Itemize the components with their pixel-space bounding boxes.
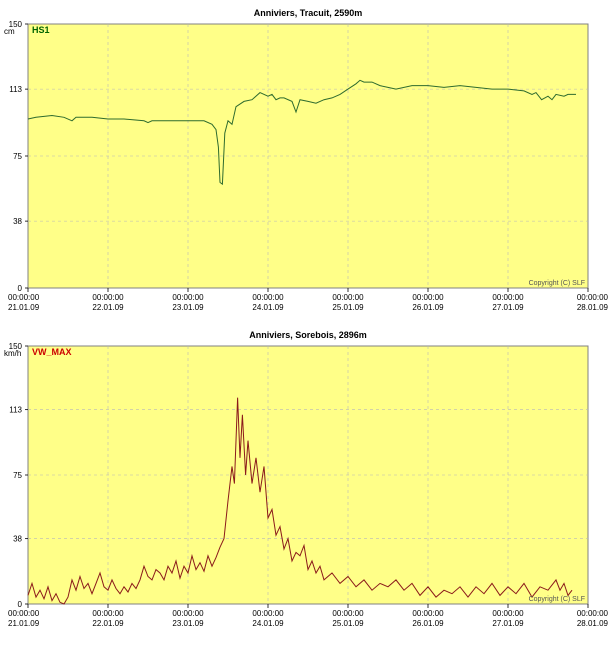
x-tick-time: 00:00:00 [172,609,204,618]
plot-area [27,345,589,605]
x-tick-date: 27.01.09 [492,303,524,312]
y-tick-label: 0 [18,284,23,293]
x-tick-time: 00:00:00 [252,293,284,302]
x-tick-time: 00:00:00 [492,609,524,618]
x-tick-time: 00:00:00 [492,293,524,302]
x-tick-date: 21.01.09 [8,303,40,312]
x-tick-time: 00:00:00 [92,609,124,618]
y-tick-label: 38 [13,535,22,544]
x-tick-date: 28.01.09 [577,303,609,312]
x-tick-date: 23.01.09 [172,303,204,312]
y-tick-label: 75 [13,471,22,480]
y-tick-label: 150 [9,342,23,351]
chart-title: Anniviers, Sorebois, 2896m [249,330,367,340]
x-tick-time: 00:00:00 [332,609,364,618]
x-tick-date: 28.01.09 [577,619,609,628]
chart-title: Anniviers, Tracuit, 2590m [254,8,363,18]
x-tick-date: 26.01.09 [412,303,444,312]
x-tick-date: 21.01.09 [8,619,40,628]
legend-label: VW_MAX [32,347,72,357]
legend-label: HS1 [32,25,50,35]
y-axis-unit: cm [4,27,15,36]
y-axis-unit: km/h [4,349,21,358]
y-tick-label: 38 [13,217,22,226]
x-tick-time: 00:00:00 [8,293,40,302]
y-tick-label: 113 [9,85,22,94]
chart-panel-2: Anniviers, Sorebois, 2896m 0 38 75 113 150km/… [4,330,609,628]
x-tick-time: 00:00:00 [172,293,204,302]
x-tick-date: 22.01.09 [92,303,124,312]
x-tick-date: 23.01.09 [172,619,204,628]
x-tick-time: 00:00:00 [332,293,364,302]
x-tick-time: 00:00:00 [577,293,609,302]
x-tick-date: 25.01.09 [332,303,364,312]
x-tick-date: 27.01.09 [492,619,524,628]
x-tick-date: 26.01.09 [412,619,444,628]
x-tick-time: 00:00:00 [412,609,444,618]
x-tick-time: 00:00:00 [412,293,444,302]
series-line-vw-max [27,397,573,605]
y-tick-label: 150 [9,20,23,29]
copyright-text: Copyright (C) SLF [529,280,585,287]
x-tick-date: 24.01.09 [252,303,284,312]
y-tick-label: 0 [18,600,23,609]
x-tick-time: 00:00:00 [92,293,124,302]
x-tick-date: 24.01.09 [252,619,284,628]
copyright-text: Copyright (C) SLF [529,596,585,603]
x-tick-date: 22.01.09 [92,619,124,628]
series-line-hs1 [27,79,576,186]
x-tick-time: 00:00:00 [8,609,40,618]
plot-area [27,23,589,289]
y-tick-label: 113 [9,406,22,415]
x-tick-date: 25.01.09 [332,619,364,628]
y-tick-label: 75 [13,152,22,161]
x-tick-time: 00:00:00 [577,609,609,618]
x-tick-time: 00:00:00 [252,609,284,618]
